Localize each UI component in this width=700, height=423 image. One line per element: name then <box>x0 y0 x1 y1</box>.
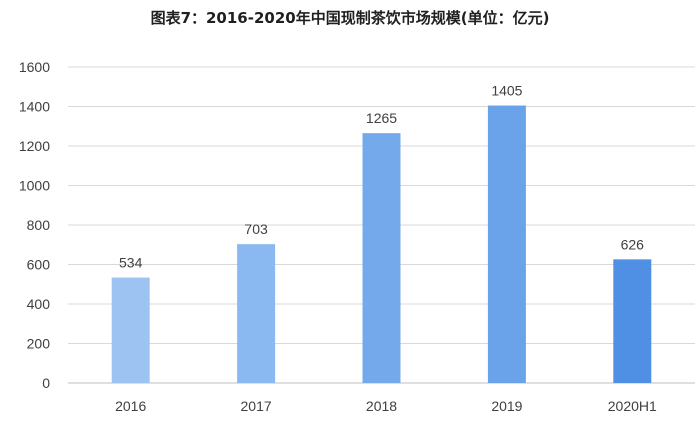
bar-2016 <box>111 277 150 383</box>
x-tick-label-2017: 2017 <box>241 398 272 414</box>
y-tick-label: 1600 <box>19 59 50 75</box>
data-label-2016: 534 <box>119 255 143 271</box>
y-tick-label: 0 <box>42 375 50 391</box>
y-tick-label: 200 <box>27 336 51 352</box>
x-tick-label-2019: 2019 <box>491 398 522 414</box>
data-label-2018: 1265 <box>366 110 397 126</box>
y-tick-label: 400 <box>27 296 51 312</box>
x-tick-label-2020H1: 2020H1 <box>608 398 657 414</box>
data-labels: 534 703 1265 1405 626 <box>119 83 644 271</box>
y-tick-label: 1400 <box>19 99 50 115</box>
x-axis-tick-labels: 2016 2017 2018 2019 2020H1 <box>115 398 657 414</box>
data-label-2017: 703 <box>244 221 268 237</box>
data-label-2020H1: 626 <box>621 236 645 252</box>
y-tick-label: 600 <box>27 257 51 273</box>
bar-2018 <box>362 133 401 383</box>
y-tick-label: 1200 <box>19 138 50 154</box>
y-tick-label: 1000 <box>19 178 50 194</box>
bars <box>111 105 652 383</box>
bar-2020H1 <box>613 259 652 383</box>
x-tick-label-2018: 2018 <box>366 398 397 414</box>
bar-2019 <box>487 105 526 383</box>
y-axis-tick-labels: 0 200 400 600 800 1000 1200 1400 1600 <box>19 59 50 391</box>
x-tick-label-2016: 2016 <box>115 398 146 414</box>
chart-title: 图表7：2016-2020年中国现制茶饮市场规模(单位：亿元) <box>150 9 550 27</box>
data-label-2019: 1405 <box>491 83 522 99</box>
y-tick-label: 800 <box>27 217 51 233</box>
bar-2017 <box>237 244 276 383</box>
